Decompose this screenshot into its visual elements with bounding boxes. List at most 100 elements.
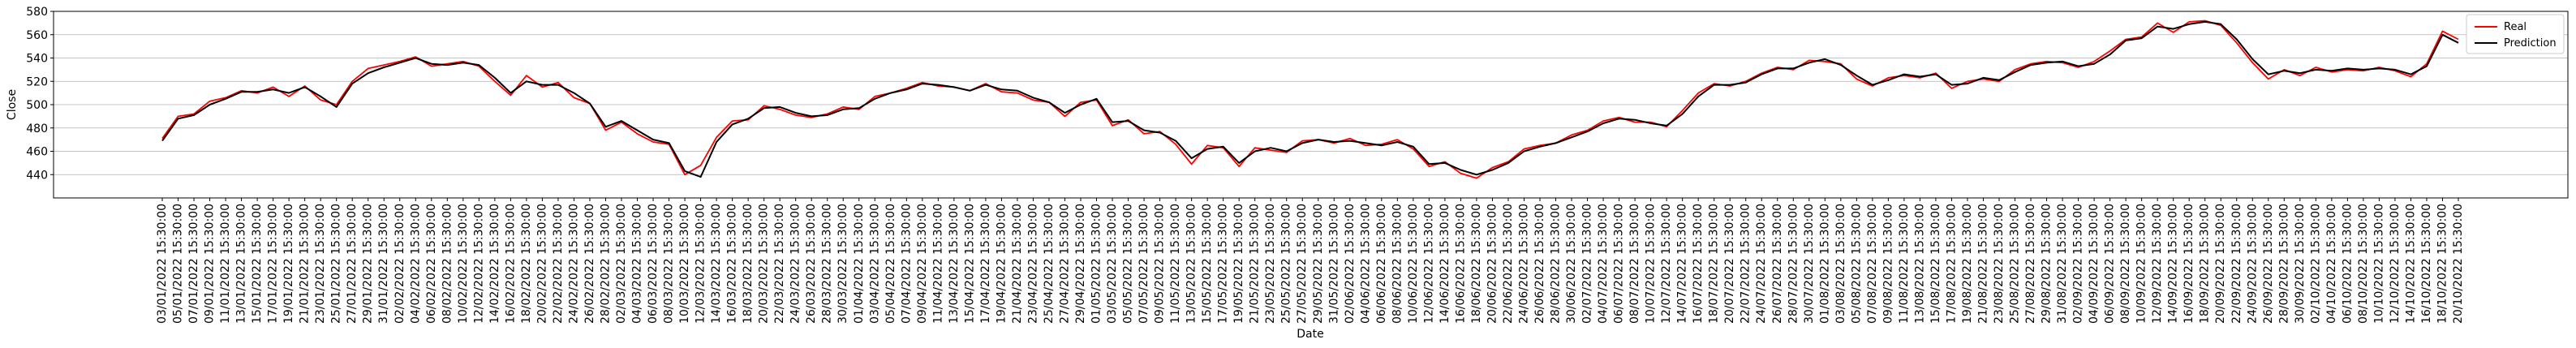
x-tick-label-91: 04/07/2022 15:30:00 bbox=[1597, 204, 1610, 324]
x-tick-label-35: 14/03/2022 15:30:00 bbox=[710, 204, 723, 324]
x-tick-label-31: 06/03/2022 15:30:00 bbox=[647, 204, 660, 324]
x-tick-label-21: 14/02/2022 15:30:00 bbox=[488, 204, 501, 324]
x-tick-label-113: 17/08/2022 15:30:00 bbox=[1945, 204, 1958, 324]
x-tick-label-7: 17/01/2022 15:30:00 bbox=[267, 204, 280, 324]
x-tick-label-144: 18/10/2022 15:30:00 bbox=[2436, 204, 2449, 324]
series-line-real bbox=[161, 19, 2459, 179]
x-tick-label-9: 21/01/2022 15:30:00 bbox=[299, 204, 312, 324]
x-tick-label-131: 22/09/2022 15:30:00 bbox=[2230, 204, 2243, 324]
x-tick-label-123: 06/09/2022 15:30:00 bbox=[2104, 204, 2117, 324]
x-tick-label-4: 11/01/2022 15:30:00 bbox=[219, 204, 232, 324]
x-tick-label-58: 29/04/2022 15:30:00 bbox=[1074, 204, 1087, 324]
x-tick-label-1: 05/01/2022 15:30:00 bbox=[172, 204, 185, 324]
x-tick-label-106: 03/08/2022 15:30:00 bbox=[1834, 204, 1847, 324]
x-tick-label-68: 19/05/2022 15:30:00 bbox=[1232, 204, 1245, 324]
series-lines bbox=[161, 19, 2459, 179]
x-tick-label-94: 10/07/2022 15:30:00 bbox=[1645, 204, 1658, 324]
x-tick-label-3: 09/01/2022 15:30:00 bbox=[204, 204, 217, 324]
x-tick-label-23: 18/02/2022 15:30:00 bbox=[520, 204, 533, 324]
x-tick-label-19: 10/02/2022 15:30:00 bbox=[457, 204, 470, 324]
x-tick-label-67: 17/05/2022 15:30:00 bbox=[1217, 204, 1230, 324]
x-tick-label-85: 22/06/2022 15:30:00 bbox=[1502, 204, 1515, 324]
x-tick-label-38: 20/03/2022 15:30:00 bbox=[758, 204, 771, 324]
x-tick-label-116: 23/08/2022 15:30:00 bbox=[1993, 204, 2006, 324]
x-tick-label-39: 22/03/2022 15:30:00 bbox=[773, 204, 786, 324]
legend-label-prediction: Prediction bbox=[2504, 37, 2557, 49]
x-tick-label-64: 11/05/2022 15:30:00 bbox=[1169, 204, 1182, 324]
x-tick-label-109: 09/08/2022 15:30:00 bbox=[1881, 204, 1894, 324]
x-tick-label-134: 28/09/2022 15:30:00 bbox=[2277, 204, 2290, 324]
x-tick-label-45: 03/04/2022 15:30:00 bbox=[868, 204, 881, 324]
x-tick-label-75: 02/06/2022 15:30:00 bbox=[1344, 204, 1357, 324]
x-tick-label-122: 04/09/2022 15:30:00 bbox=[2088, 204, 2101, 324]
x-tick-label-34: 12/03/2022 15:30:00 bbox=[695, 204, 707, 324]
x-tick-label-118: 27/08/2022 15:30:00 bbox=[2024, 204, 2037, 324]
x-tick-label-86: 24/06/2022 15:30:00 bbox=[1517, 204, 1530, 324]
legend: Real Prediction bbox=[2466, 14, 2565, 54]
x-tick-label-50: 13/04/2022 15:30:00 bbox=[948, 204, 961, 324]
x-tick-label-5: 13/01/2022 15:30:00 bbox=[235, 204, 248, 324]
x-tick-label-8: 19/01/2022 15:30:00 bbox=[282, 204, 295, 324]
x-tick-label-40: 24/03/2022 15:30:00 bbox=[789, 204, 802, 324]
x-tick-label-90: 02/07/2022 15:30:00 bbox=[1581, 204, 1594, 324]
x-tick-label-41: 26/03/2022 15:30:00 bbox=[805, 204, 818, 324]
x-tick-label-93: 08/07/2022 15:30:00 bbox=[1628, 204, 1641, 324]
x-tick-label-105: 01/08/2022 15:30:00 bbox=[1818, 204, 1831, 324]
x-tick-label-89: 30/06/2022 15:30:00 bbox=[1565, 204, 1578, 324]
x-tick-label-101: 24/07/2022 15:30:00 bbox=[1755, 204, 1768, 324]
x-tick-label-111: 13/08/2022 15:30:00 bbox=[1913, 204, 1926, 324]
x-tick-label-108: 07/08/2022 15:30:00 bbox=[1866, 204, 1879, 324]
x-tick-label-142: 14/10/2022 15:30:00 bbox=[2404, 204, 2417, 324]
x-tick-label-13: 29/01/2022 15:30:00 bbox=[362, 204, 375, 324]
x-tick-label-22: 16/02/2022 15:30:00 bbox=[504, 204, 517, 324]
x-tick-label-100: 22/07/2022 15:30:00 bbox=[1740, 204, 1752, 324]
x-tick-label-47: 07/04/2022 15:30:00 bbox=[900, 204, 913, 324]
y-axis: 440 460 480 500 520 540 560 580 bbox=[26, 6, 54, 182]
plot-frame bbox=[53, 11, 2569, 199]
x-tick-label-78: 08/06/2022 15:30:00 bbox=[1391, 204, 1404, 324]
x-tick-label-28: 28/02/2022 15:30:00 bbox=[599, 204, 612, 324]
x-tick-label-133: 26/09/2022 15:30:00 bbox=[2262, 204, 2275, 324]
x-tick-label-132: 24/09/2022 15:30:00 bbox=[2246, 204, 2259, 324]
x-tick-label-54: 21/04/2022 15:30:00 bbox=[1011, 204, 1024, 324]
x-tick-label-138: 06/10/2022 15:30:00 bbox=[2341, 204, 2354, 324]
x-tick-label-56: 25/04/2022 15:30:00 bbox=[1043, 204, 1056, 324]
x-tick-label-27: 26/02/2022 15:30:00 bbox=[583, 204, 596, 324]
x-tick-label-127: 14/09/2022 15:30:00 bbox=[2167, 204, 2180, 324]
x-tick-label-46: 05/04/2022 15:30:00 bbox=[884, 204, 897, 324]
x-tick-label-10: 23/01/2022 15:30:00 bbox=[314, 204, 327, 324]
x-tick-label-79: 10/06/2022 15:30:00 bbox=[1407, 204, 1420, 324]
x-tick-label-51: 15/04/2022 15:30:00 bbox=[963, 204, 976, 324]
x-tick-label-99: 20/07/2022 15:30:00 bbox=[1723, 204, 1736, 324]
x-tick-label-57: 27/04/2022 15:30:00 bbox=[1058, 204, 1071, 324]
x-tick-label-95: 12/07/2022 15:30:00 bbox=[1660, 204, 1673, 324]
x-tick-label-55: 23/04/2022 15:30:00 bbox=[1026, 204, 1039, 324]
x-axis-title: Date bbox=[1297, 328, 1323, 341]
x-tick-label-32: 08/03/2022 15:30:00 bbox=[663, 204, 676, 324]
y-tick-label-2: 480 bbox=[26, 122, 48, 135]
x-tick-label-137: 04/10/2022 15:30:00 bbox=[2325, 204, 2338, 324]
x-tick-label-145: 20/10/2022 15:30:00 bbox=[2452, 204, 2465, 324]
x-tick-label-2: 07/01/2022 15:30:00 bbox=[187, 204, 200, 324]
x-tick-label-141: 12/10/2022 15:30:00 bbox=[2389, 204, 2402, 324]
x-tick-label-136: 02/10/2022 15:30:00 bbox=[2309, 204, 2322, 324]
x-tick-label-49: 11/04/2022 15:30:00 bbox=[931, 204, 944, 324]
x-tick-label-60: 03/05/2022 15:30:00 bbox=[1106, 204, 1119, 324]
x-tick-label-87: 26/06/2022 15:30:00 bbox=[1533, 204, 1546, 324]
x-tick-label-70: 23/05/2022 15:30:00 bbox=[1264, 204, 1277, 324]
x-tick-label-96: 14/07/2022 15:30:00 bbox=[1676, 204, 1689, 324]
x-tick-label-114: 19/08/2022 15:30:00 bbox=[1961, 204, 1974, 324]
x-tick-label-61: 05/05/2022 15:30:00 bbox=[1122, 204, 1135, 324]
y-tick-label-6: 560 bbox=[26, 29, 48, 42]
x-tick-label-130: 20/09/2022 15:30:00 bbox=[2214, 204, 2227, 324]
x-tick-label-143: 16/10/2022 15:30:00 bbox=[2420, 204, 2433, 324]
x-tick-label-98: 18/07/2022 15:30:00 bbox=[1708, 204, 1721, 324]
x-tick-label-53: 19/04/2022 15:30:00 bbox=[995, 204, 1008, 324]
x-tick-label-77: 06/06/2022 15:30:00 bbox=[1375, 204, 1388, 324]
x-tick-label-18: 08/02/2022 15:30:00 bbox=[441, 204, 454, 324]
x-tick-label-92: 06/07/2022 15:30:00 bbox=[1613, 204, 1626, 324]
x-tick-label-81: 14/06/2022 15:30:00 bbox=[1439, 204, 1451, 324]
x-tick-label-62: 07/05/2022 15:30:00 bbox=[1137, 204, 1150, 324]
x-tick-label-124: 08/09/2022 15:30:00 bbox=[2119, 204, 2132, 324]
